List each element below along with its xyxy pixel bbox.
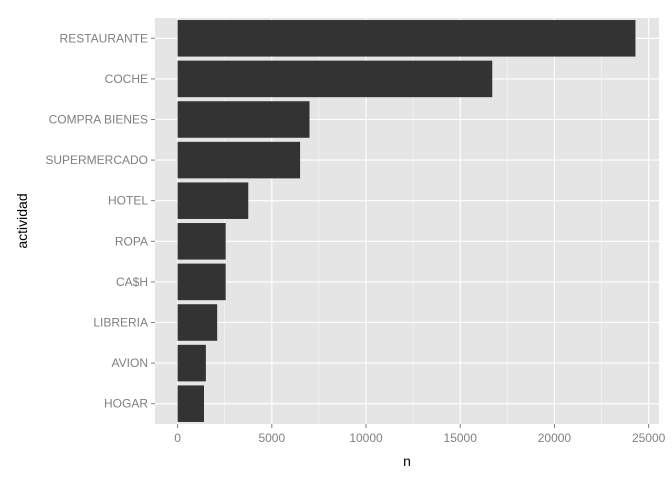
y-tick-label: HOTEL (108, 194, 148, 208)
y-tick-label: AVION (112, 356, 148, 370)
bar-avion (177, 344, 206, 382)
y-axis-title: actividad (14, 193, 30, 248)
bar-restaurante (177, 20, 636, 57)
bar-hogar (177, 385, 204, 422)
x-tick-label: 15000 (444, 431, 478, 445)
bar-hotel (177, 182, 249, 219)
y-axis: RESTAURANTE COCHE COMPRA BIENES SUPERMERCAD… (45, 31, 155, 411)
bar-ca-h (177, 263, 226, 301)
x-tick-label: 25000 (632, 431, 666, 445)
y-tick-label: RESTAURANTE (60, 31, 148, 45)
x-axis-title: n (403, 453, 411, 469)
bar-supermercado (177, 141, 301, 179)
y-tick-label: SUPERMERCADO (45, 153, 148, 167)
x-tick-label: 0 (174, 431, 181, 445)
bar-coche (177, 60, 493, 98)
y-tick-label: LIBRERIA (93, 316, 148, 330)
y-tick-label: COCHE (105, 72, 148, 86)
y-tick-label: HOGAR (104, 397, 148, 411)
x-tick-label: 20000 (538, 431, 572, 445)
bar-libreria (177, 304, 218, 341)
bar-ropa (177, 223, 226, 260)
y-tick-label: CA$H (116, 275, 148, 289)
y-tick-label: ROPA (115, 234, 148, 248)
x-tick-label: 5000 (258, 431, 285, 445)
bar-compra-bienes (177, 101, 310, 138)
bars (177, 20, 636, 422)
y-tick-label: COMPRA BIENES (49, 113, 148, 127)
x-tick-label: 10000 (349, 431, 383, 445)
x-axis: 0 5000 10000 15000 20000 25000 (174, 424, 666, 445)
